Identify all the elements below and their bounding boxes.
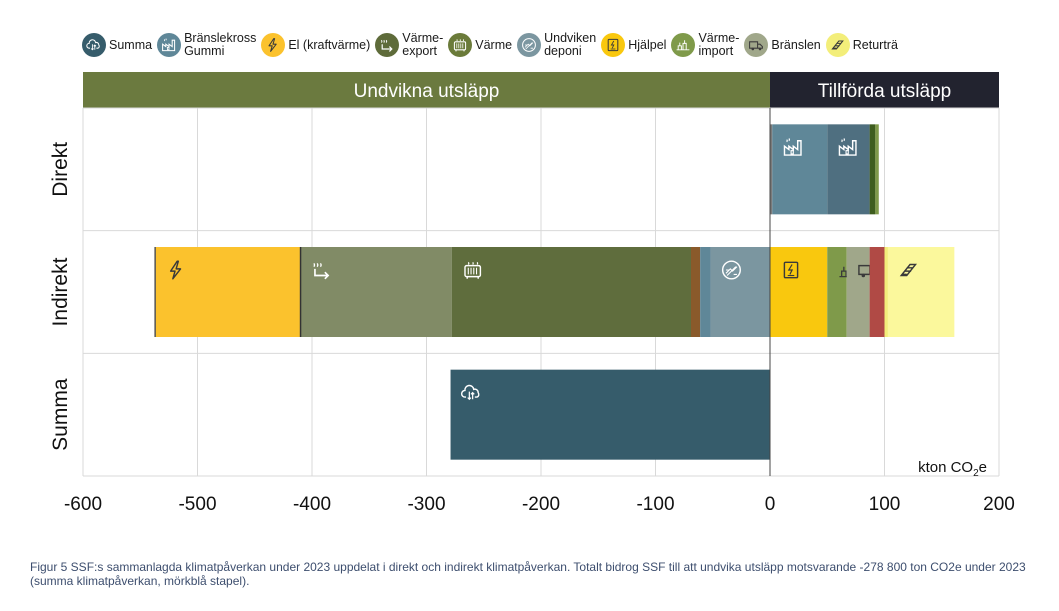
legend-label: Returträ	[852, 37, 898, 52]
legend-item: El (kraftvärme)	[261, 33, 370, 57]
legend-label: Summa	[109, 37, 153, 52]
factory-icon	[838, 138, 857, 156]
legend-item: Hjälpel	[601, 33, 666, 57]
legend-label: Bränslen	[771, 37, 821, 52]
radiator-icon	[448, 33, 473, 57]
x-tick-label: -500	[178, 494, 216, 515]
cloud-exchange-icon	[82, 33, 106, 57]
unit-label: kton CO2e	[918, 459, 987, 479]
factory-icon	[157, 33, 182, 57]
x-tick-label: -600	[64, 494, 102, 515]
heat-export-icon	[375, 33, 400, 57]
x-tick-label: 0	[765, 494, 776, 515]
bar-segment	[772, 124, 828, 215]
radiator-icon	[464, 261, 482, 279]
legend-item: Bränslekross Gummi	[157, 32, 256, 58]
legend-label: Bränslekross Gummi	[184, 31, 257, 58]
bar-segment	[155, 247, 301, 337]
bar-segment	[887, 247, 955, 337]
lightning-icon	[169, 260, 182, 280]
cloud-exchange-icon	[461, 384, 480, 401]
bar-segment	[884, 247, 888, 337]
legend-label: Värme- import	[698, 31, 740, 58]
lightning-icon	[261, 33, 286, 57]
header-added-label: Tillförda utsläpp	[818, 81, 951, 102]
legend-item: Summa	[82, 33, 152, 57]
legend-label: Värme	[475, 37, 513, 52]
x-tick-label: 100	[869, 494, 901, 515]
legend-label: Hjälpel	[628, 37, 667, 52]
bar-segment	[770, 124, 773, 215]
header-band-added	[770, 72, 999, 108]
x-tick-label: -200	[522, 494, 560, 515]
legend-item: Värme- export	[375, 32, 443, 58]
legend-item: Värme- import	[671, 32, 739, 58]
meter-icon	[601, 33, 626, 57]
legend-item: Undviken deponi	[517, 32, 596, 58]
figure-caption: Figur 5 SSF:s sammanlagda klimatpåverkan…	[30, 560, 1026, 588]
bar-segment	[700, 247, 711, 337]
legend-item: Returträ	[825, 33, 898, 57]
bar-segment	[450, 369, 770, 460]
x-tick-label: -400	[293, 494, 331, 515]
bar-segment	[827, 124, 870, 215]
wood-icon	[825, 33, 850, 57]
bar-segment	[846, 247, 870, 337]
header-avoided-label: Undvikna utsläpp	[354, 81, 500, 102]
category-label: Indirekt	[49, 257, 72, 326]
bar-segment	[690, 247, 701, 337]
x-tick-label: -100	[636, 494, 674, 515]
heat-export-icon	[313, 262, 330, 280]
truck-icon	[744, 33, 769, 57]
header-band-avoided	[83, 72, 770, 108]
legend-label: Värme- export	[402, 31, 444, 58]
bar-segment	[869, 247, 885, 337]
legend-label: El (kraftvärme)	[288, 37, 371, 52]
legend-item: Värme	[448, 33, 512, 57]
legend-label: Undviken deponi	[544, 31, 597, 58]
landfill-icon	[517, 33, 542, 57]
category-label: Summa	[49, 378, 72, 451]
meter-icon	[783, 261, 799, 279]
category-label: Direkt	[49, 142, 72, 197]
bar-segment	[710, 247, 770, 337]
bar-segment	[451, 247, 691, 337]
landfill-icon	[721, 260, 741, 280]
legend: Summa Bränslekross Gummi El (kraftvärme) Vä…	[82, 28, 1042, 62]
bar-segment	[827, 247, 847, 337]
x-tick-label: -300	[407, 494, 445, 515]
bar-segment	[300, 247, 452, 337]
bar-segment	[875, 124, 879, 215]
legend-item: Bränslen	[744, 33, 821, 57]
wood-icon	[899, 263, 918, 277]
chart: Undvikna utsläpp Tillförda utsläpp Direkt I…	[49, 72, 1015, 515]
x-tick-label: 200	[983, 494, 1015, 515]
factory-icon	[783, 138, 802, 156]
bar-segment	[869, 124, 876, 215]
bar-segment	[770, 247, 828, 337]
plant-icon	[671, 33, 696, 57]
